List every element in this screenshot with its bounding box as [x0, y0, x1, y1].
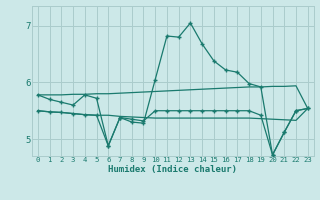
X-axis label: Humidex (Indice chaleur): Humidex (Indice chaleur) [108, 165, 237, 174]
